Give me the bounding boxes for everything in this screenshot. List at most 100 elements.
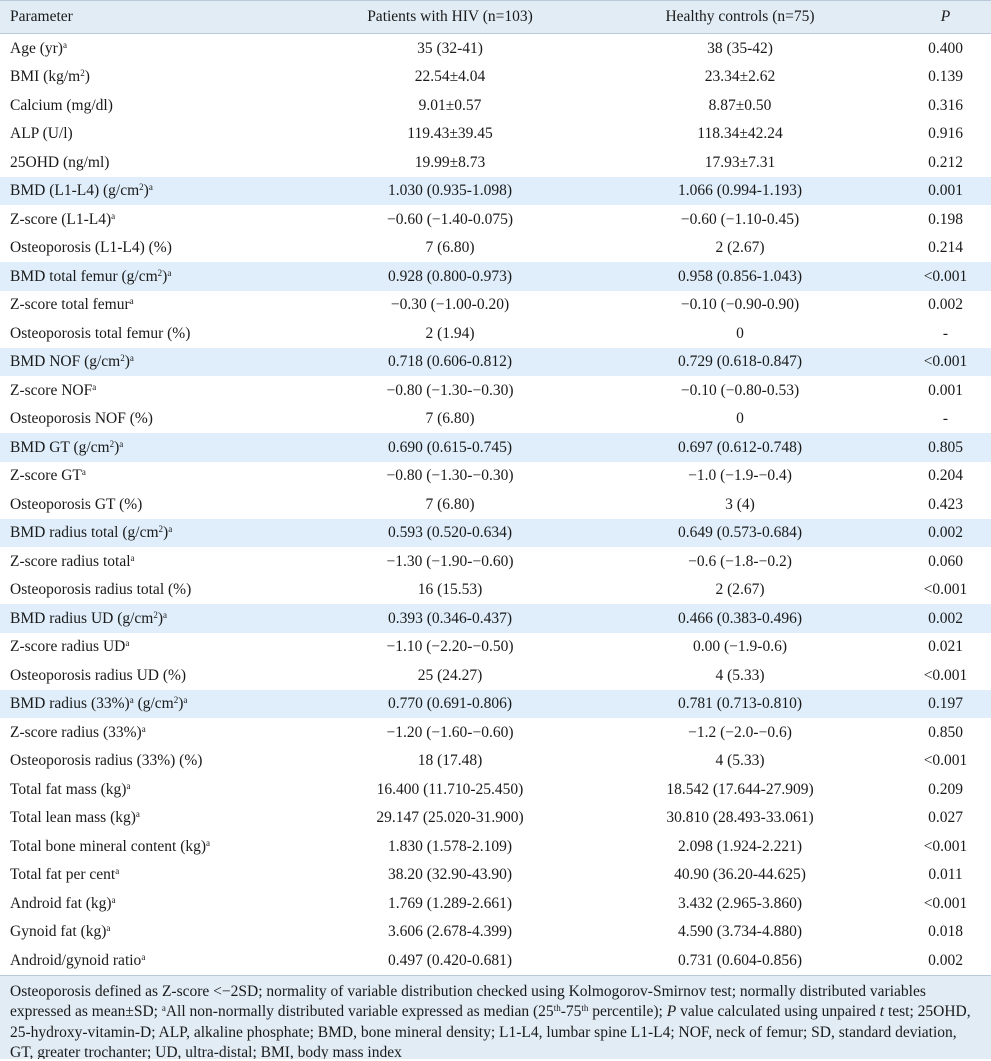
results-table: Parameter Patients with HIV (n=103) Heal… [0, 0, 991, 975]
footnote-text: Osteoporosis defined as Z-score <−2SD; n… [10, 982, 926, 1021]
cell-controls: 3 (4) [725, 495, 755, 513]
cell-parameter: Osteoporosis radius (33%) (%) [0, 747, 320, 776]
parameter-text: Z-score radius (33%) [10, 723, 142, 741]
parameter-text: BMD NOF (g/cm [10, 353, 121, 370]
parameter-text: ) [143, 182, 149, 199]
parameter-text: ) [163, 524, 169, 541]
superscript: a [163, 609, 168, 620]
table-row: Z-score NOFa −0.80 (−1.30-−0.30) −0.10 (−0… [0, 376, 991, 405]
cell-controls: 0.466 (0.383-0.496) [580, 604, 900, 633]
cell-hiv: 2 (1.94) [425, 324, 475, 342]
cell-parameter: BMD total femur (g/cm2)a [0, 262, 320, 291]
table-row: BMD (L1-L4) (g/cm2)a 1.030 (0.935-1.098) 1… [0, 176, 991, 205]
cell-controls: 0.781 (0.713-0.810) [580, 689, 900, 718]
cell-hiv: 25 (24.27) [417, 666, 483, 684]
cell-parameter: BMD radius UD (g/cm2)a [0, 604, 320, 633]
cell-parameter: Android/gynoid ratioa [0, 946, 320, 975]
cell-p-value: 0.198 [928, 210, 963, 228]
parameter-text: ) [124, 353, 130, 370]
cell-controls: 23.34±2.62 [704, 68, 776, 85]
cell-p-value: <0.001 [923, 894, 968, 912]
cell-parameter: BMD NOF (g/cm2)a [0, 347, 320, 376]
parameter-text: 25OHD (ng/ml) [10, 153, 110, 171]
cell-hiv: −1.20 (−1.60-−0.60) [386, 723, 514, 741]
cell-controls: 2 (2.67) [715, 239, 765, 256]
footnote-text: All non-normally distributed variable ex… [165, 1003, 554, 1020]
cell-hiv: −1.10 (−2.20-−0.50) [386, 638, 514, 655]
parameter-text: BMI (kg/m [10, 68, 81, 85]
cell-parameter: BMD (L1-L4) (g/cm2)a [0, 176, 320, 205]
cell-hiv: 35 (32-41) [417, 39, 483, 57]
table-footnote: Osteoporosis defined as Z-score <−2SD; n… [0, 974, 991, 1059]
cell-hiv: −0.80 (−1.30-−0.30) [386, 381, 514, 399]
cell-controls: 4 (5.33) [715, 666, 765, 684]
cell-hiv: 1.830 (1.578-2.109) [388, 837, 512, 855]
cell-p-value: 0.002 [928, 296, 963, 313]
table-row: Z-score GTa −0.80 (−1.30-−0.30) −1.0 (−1.9… [0, 462, 991, 491]
header-controls: Healthy controls (n=75) [580, 0, 900, 34]
cell-controls: −0.10 (−0.80-0.53) [680, 381, 800, 399]
cell-controls: −0.10 (−0.90-0.90) [680, 296, 800, 313]
superscript: 2 [120, 353, 125, 363]
cell-p-value: 0.027 [928, 809, 963, 826]
superscript: 2 [157, 267, 163, 278]
superscript: a [148, 182, 153, 192]
cell-p-value: 0.400 [928, 39, 963, 57]
table-row: Osteoporosis radius UD (%) 25 (24.27) 4 (5… [0, 661, 991, 690]
superscript: 2 [80, 68, 85, 78]
cell-p-value: - [942, 324, 949, 342]
cell-hiv: 7 (6.80) [425, 495, 475, 513]
cell-hiv: −0.60 (−1.40-0.075) [387, 210, 513, 228]
cell-controls: 2 (2.67) [715, 581, 765, 598]
cell-controls: 3.432 (2.965-3.860) [678, 894, 802, 912]
cell-p-value: <0.001 [900, 262, 991, 291]
table-row: BMD GT (g/cm2)a 0.690 (0.615-0.745) 0.697 … [0, 433, 991, 462]
cell-parameter: 25OHD (ng/ml) [0, 148, 320, 177]
cell-hiv: 0.718 (0.606-0.812) [320, 347, 580, 376]
cell-p-value: 0.423 [928, 495, 963, 513]
cell-parameter: Osteoporosis radius UD (%) [0, 661, 320, 690]
cell-p-value: 0.916 [928, 125, 963, 142]
cell-parameter: Total fat mass (kg)a [0, 775, 320, 804]
cell-controls: 38 (35-42) [707, 39, 773, 57]
superscript: a [168, 524, 173, 534]
footnote-italic: t [879, 1003, 885, 1020]
cell-controls: −0.60 (−1.10-0.45) [680, 210, 800, 228]
footnote-sup: th [553, 1003, 561, 1013]
cell-parameter: Total bone mineral content (kg)a [0, 832, 320, 861]
cell-parameter: Calcium (mg/dl) [0, 91, 320, 120]
cell-p-value: 0.850 [928, 723, 963, 741]
cell-controls: 2.098 (1.924-2.221) [678, 837, 802, 855]
cell-controls: 17.93±7.31 [704, 153, 776, 171]
parameter-text: Calcium (mg/dl) [10, 96, 113, 114]
superscript: 2 [109, 438, 115, 449]
cell-controls: 4 (5.33) [715, 752, 765, 769]
cell-parameter: Osteoporosis GT (%) [0, 490, 320, 519]
cell-p-value: <0.001 [923, 666, 968, 684]
footnote-text: value calculated using unpaired [676, 1003, 880, 1020]
cell-parameter: Android fat (kg)a [0, 889, 320, 918]
cell-parameter: Osteoporosis NOF (%) [0, 405, 320, 434]
superscript: a [111, 894, 116, 905]
parameter-text: Age (yr) [10, 39, 63, 57]
cell-hiv: 29.147 (25.020-31.900) [376, 809, 524, 826]
table-row: BMD radius UD (g/cm2)a 0.393 (0.346-0.437… [0, 604, 991, 633]
superscript: a [115, 866, 120, 876]
cell-parameter: Osteoporosis (L1-L4) (%) [0, 234, 320, 263]
parameter-text: ) [157, 609, 164, 627]
superscript: a [141, 951, 146, 962]
table-row: Total fat per centa 38.20 (32.90-43.90) 40… [0, 861, 991, 890]
cell-p-value: 0.002 [928, 951, 963, 969]
cell-hiv: 7 (6.80) [425, 410, 475, 427]
superscript: a [126, 780, 131, 791]
parameter-text: Osteoporosis GT (%) [10, 495, 143, 513]
parameter-text: Total fat per cent [10, 866, 116, 883]
table-row: 25OHD (ng/ml) 19.99±8.73 17.93±7.31 0.212 [0, 148, 991, 177]
cell-controls: 30.810 (28.493-33.061) [666, 809, 814, 826]
parameter-text: ) [84, 68, 90, 85]
table-row: Z-score total femura −0.30 (−1.00-0.20) −0… [0, 291, 991, 320]
cell-controls: 0.649 (0.573-0.684) [580, 518, 900, 547]
parameter-text: BMD radius (33%) [10, 695, 130, 712]
cell-p-value: 0.001 [928, 381, 963, 399]
cell-p-value: 0.002 [900, 604, 991, 633]
